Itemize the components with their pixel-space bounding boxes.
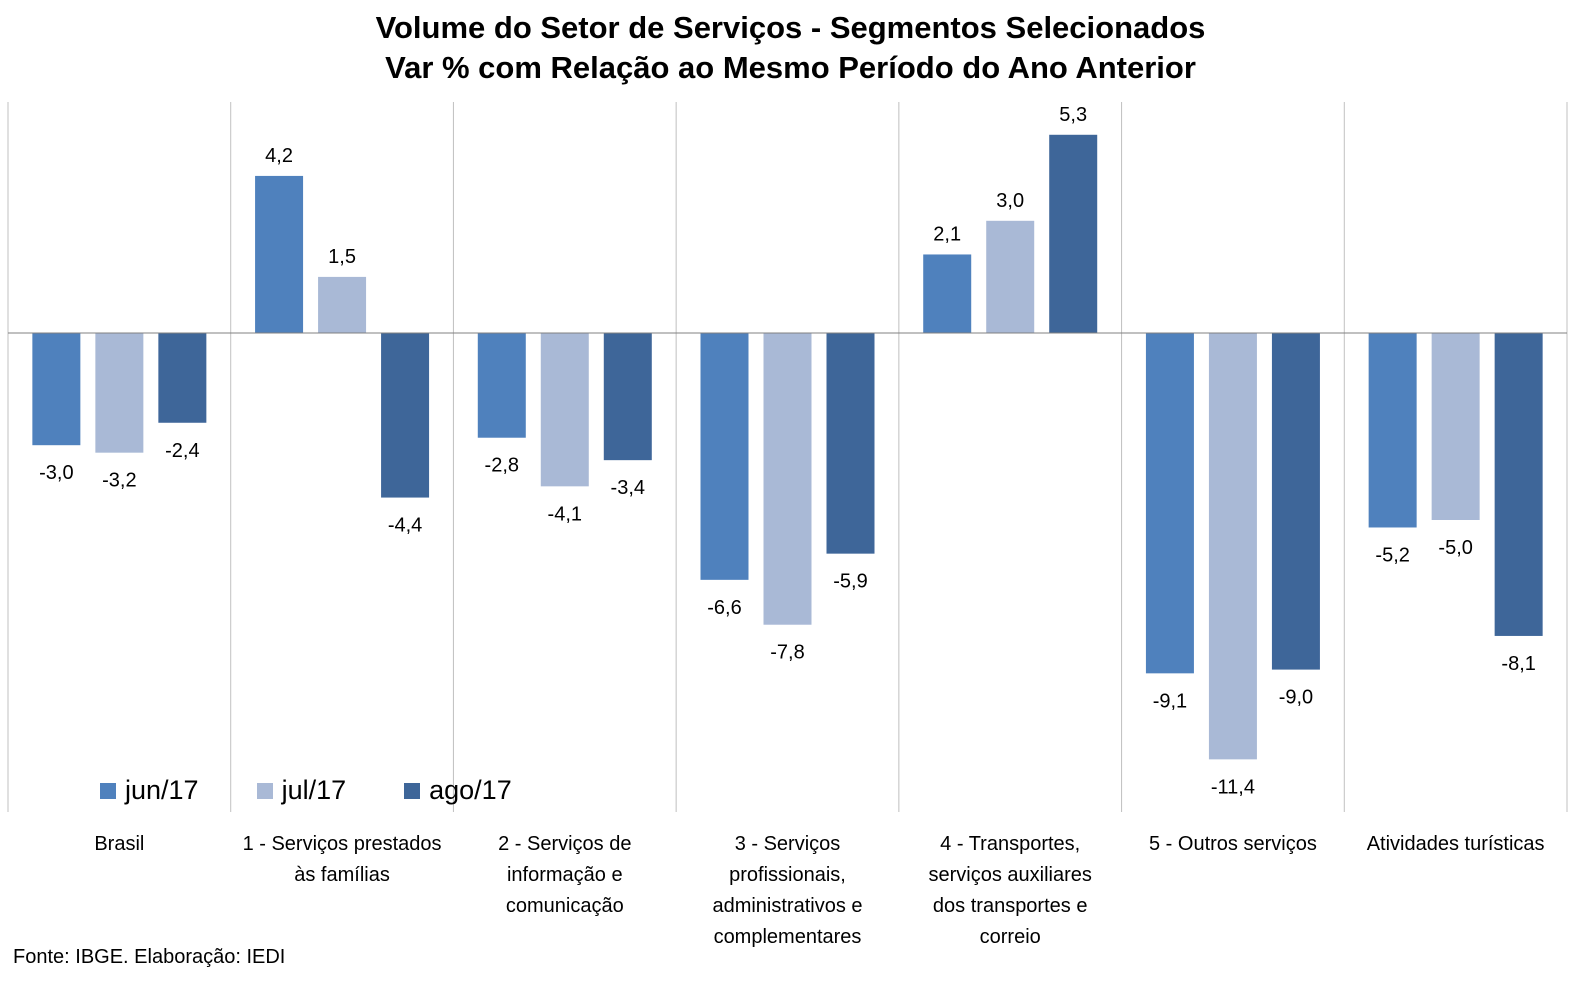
source-note: Fonte: IBGE. Elaboração: IEDI — [13, 946, 286, 968]
data-label: 2,1 — [933, 223, 961, 245]
data-label: -2,8 — [485, 455, 519, 477]
bar-ago17-2 — [603, 333, 652, 461]
data-label: 1,5 — [328, 246, 356, 268]
data-label: 4,2 — [265, 145, 293, 167]
category-label: 5 - Outros serviços — [1122, 829, 1345, 860]
legend: jun/17 jul/17 ago/17 — [100, 775, 570, 806]
category-label-line: dos transportes e — [932, 895, 1088, 917]
category-label: Atividades turísticas — [1344, 829, 1567, 860]
legend-label-jul17: jul/17 — [281, 775, 347, 805]
category-label-line: comunicação — [505, 895, 624, 917]
category-label: 3 - Serviços profissionais, administrativo… — [676, 829, 899, 953]
category-label-line: 3 - Serviços — [734, 833, 841, 855]
legend-item-ago17: ago/17 — [404, 775, 512, 806]
category-label: Brasil — [8, 829, 231, 860]
bar-ago17-6 — [1494, 333, 1543, 636]
bar-jul17-1 — [318, 276, 367, 333]
category-label-line: às famílias — [294, 864, 390, 886]
data-label: -2,4 — [165, 440, 199, 462]
category-label: 1 - Serviços prestados às famílias — [231, 829, 454, 891]
category-label-line: 5 - Outros serviços — [1149, 833, 1317, 855]
data-label: -7,8 — [770, 642, 804, 664]
category-label-line: Brasil — [94, 833, 145, 855]
data-label: -5,2 — [1375, 544, 1409, 566]
bar-jun17-3 — [700, 333, 749, 580]
bar-jun17-5 — [1145, 333, 1194, 674]
bar-ago17-1 — [381, 333, 430, 498]
data-label: -4,1 — [548, 503, 582, 525]
bar-jul17-2 — [540, 333, 589, 487]
data-label: -8,1 — [1501, 653, 1535, 675]
category-label: 4 - Transportes, serviços auxiliares dos t… — [899, 829, 1122, 953]
category-label-line: serviços auxiliares — [928, 864, 1092, 886]
data-label: -9,0 — [1279, 687, 1313, 709]
category-label-line: administrativos e — [712, 895, 863, 917]
legend-swatch-ago17 — [404, 782, 421, 799]
bar-jul17-3 — [763, 333, 812, 625]
data-label: -3,2 — [102, 470, 136, 492]
bar-jun17-0 — [32, 333, 81, 446]
legend-item-jun17: jun/17 — [100, 775, 199, 806]
bar-jun17-2 — [477, 333, 526, 438]
category-label-line: 1 - Serviços prestados — [242, 833, 442, 855]
data-label: -3,0 — [39, 462, 73, 484]
data-label: 5,3 — [1059, 104, 1087, 126]
category-label-line: complementares — [713, 926, 862, 948]
data-label: -9,1 — [1153, 690, 1187, 712]
chart-title-line-2: Var % com Relação ao Mesmo Período do An… — [385, 50, 1196, 85]
legend-item-jul17: jul/17 — [256, 775, 347, 806]
category-label-line: 2 - Serviços de — [498, 833, 632, 855]
bar-ago17-3 — [826, 333, 875, 554]
bar-jun17-1 — [255, 175, 304, 333]
bar-ago17-5 — [1271, 333, 1320, 670]
category-label: 2 - Serviços de informação e comunicação — [453, 829, 676, 922]
data-label: -5,9 — [833, 571, 867, 593]
bar-ago17-4 — [1049, 134, 1098, 333]
data-label: -4,4 — [388, 515, 422, 537]
category-label-line: 4 - Transportes, — [940, 833, 1081, 855]
legend-label-ago17: ago/17 — [429, 775, 512, 805]
bar-jul17-5 — [1208, 333, 1257, 760]
bar-jul17-0 — [95, 333, 144, 453]
bar-jun17-6 — [1368, 333, 1417, 528]
data-label: -5,0 — [1438, 537, 1472, 559]
category-label-line: profissionais, — [729, 864, 846, 886]
bar-jun17-4 — [923, 254, 972, 333]
chart-title: Volume do Setor de Serviços - Segmentos … — [0, 8, 1581, 88]
legend-swatch-jul17 — [256, 782, 273, 799]
category-label-line: informação e — [506, 864, 623, 886]
data-label: -11,4 — [1211, 776, 1255, 798]
data-label: -3,4 — [611, 477, 645, 499]
bar-ago17-0 — [158, 333, 207, 423]
bar-jul17-4 — [986, 220, 1035, 333]
legend-swatch-jun17 — [100, 782, 116, 799]
chart-title-line-1: Volume do Setor de Serviços - Segmentos … — [375, 10, 1206, 45]
data-label: 3,0 — [996, 190, 1024, 212]
data-label: -6,6 — [707, 597, 741, 619]
category-label-line: correio — [979, 926, 1041, 948]
category-label-line: Atividades turísticas — [1366, 833, 1545, 855]
legend-label-jun17: jun/17 — [125, 775, 199, 805]
bar-jul17-6 — [1431, 333, 1480, 520]
